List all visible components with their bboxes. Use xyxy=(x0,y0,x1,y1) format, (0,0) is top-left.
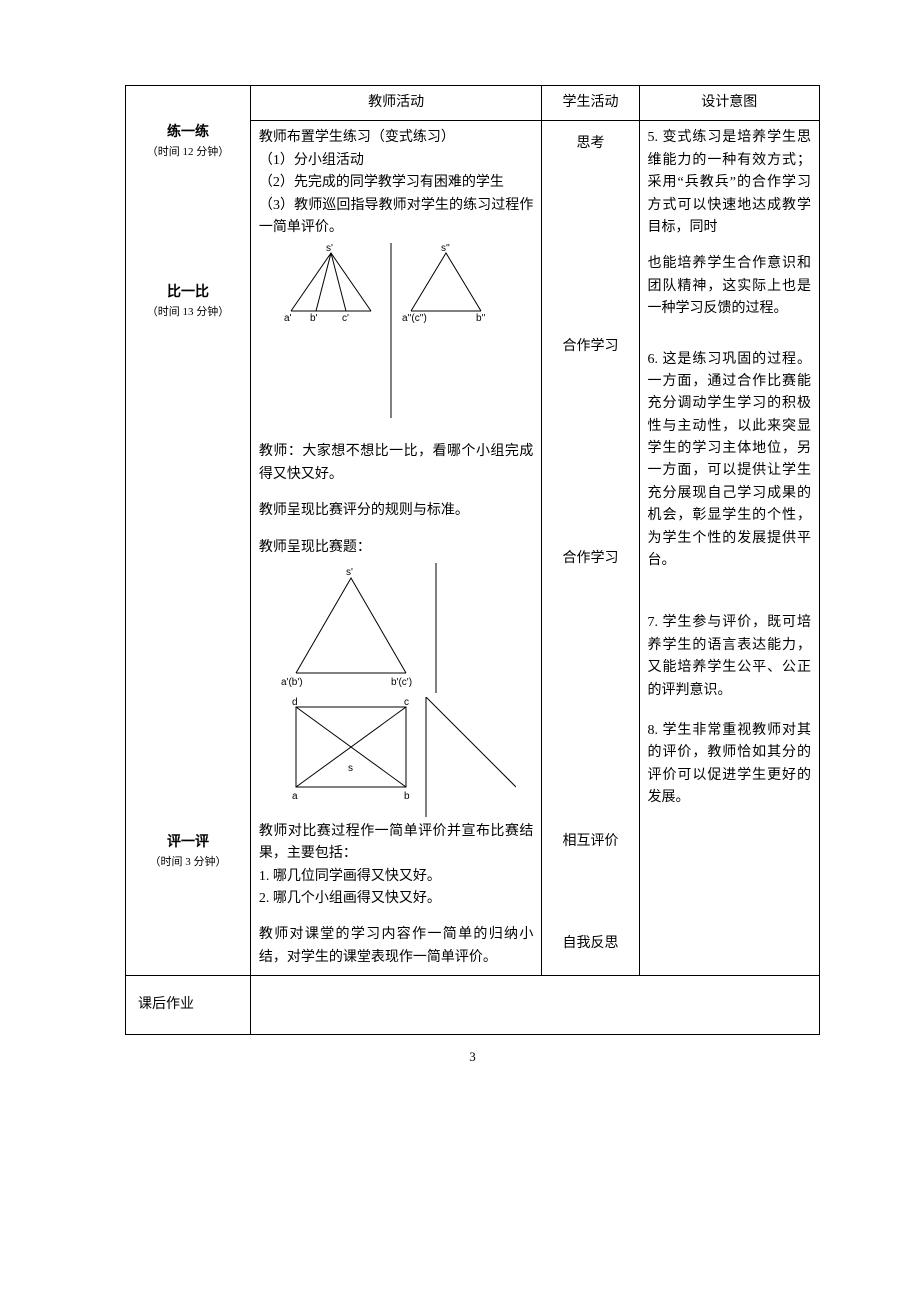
intent-text: 6. 这是练习巩固的过程。一方面，通过合作比赛能充分调动学生学习的积极性与主动性… xyxy=(648,349,811,573)
svg-text:b: b xyxy=(404,791,410,802)
teacher-text: 教师呈现比赛评分的规则与标准。 xyxy=(259,500,533,522)
student-text: 合作学习 xyxy=(550,336,630,358)
stage-cell: 练一练 （时间 12 分钟） 比一比 （时间 13 分钟） 评一评 （时间 3 … xyxy=(126,86,251,976)
teacher-text: （1）分小组活动 xyxy=(259,150,533,172)
svg-text:s': s' xyxy=(326,243,333,254)
svg-text:a'(b'): a'(b') xyxy=(281,677,303,688)
teacher-text: 1. 哪几位同学画得又快又好。 xyxy=(259,866,533,888)
teacher-text: 2. 哪几个小组画得又快又好。 xyxy=(259,888,533,910)
student-text: 自我反思 xyxy=(550,933,630,955)
svg-text:a''(c''): a''(c'') xyxy=(402,313,427,324)
homework-row: 课后作业 xyxy=(126,976,820,1035)
teacher-text: （3）教师巡回指导教师对学生的练习过程作一简单评价。 xyxy=(259,195,533,240)
stage-evaluate-label: 评一评 xyxy=(134,832,242,854)
teacher-activity-cell: 教师布置学生练习（变式练习） （1）分小组活动 （2）先完成的同学教学习有困难的… xyxy=(250,121,541,976)
student-activity-cell: 思考 合作学习 合作学习 相互评价 自我反思 xyxy=(542,121,639,976)
svg-text:b'': b'' xyxy=(476,313,485,324)
svg-text:s: s xyxy=(348,763,353,774)
homework-label: 课后作业 xyxy=(126,976,251,1035)
svg-text:c': c' xyxy=(342,313,349,324)
student-text: 相互评价 xyxy=(550,831,630,853)
intent-text: 也能培养学生合作意识和团队精神，这实际上也是一种学习反馈的过程。 xyxy=(648,253,811,320)
diagram-2: s' a'(b') b'(c') xyxy=(259,563,533,693)
svg-text:s': s' xyxy=(346,567,353,578)
header-student: 学生活动 xyxy=(542,86,639,121)
svg-text:a': a' xyxy=(284,313,292,324)
intent-text: 7. 学生参与评价，既可培养学生的语言表达能力，又能培养学生公平、公正的评判意识… xyxy=(648,612,811,702)
svg-text:a: a xyxy=(292,791,298,802)
page-number: 3 xyxy=(125,1049,820,1065)
table-header-row: 练一练 （时间 12 分钟） 比一比 （时间 13 分钟） 评一评 （时间 3 … xyxy=(126,86,820,121)
teacher-text: 教师布置学生练习（变式练习） xyxy=(259,127,533,149)
svg-text:d: d xyxy=(292,697,298,708)
svg-text:c: c xyxy=(404,697,409,708)
lesson-plan-table: 练一练 （时间 12 分钟） 比一比 （时间 13 分钟） 评一评 （时间 3 … xyxy=(125,85,820,1035)
teacher-text: 教师对课堂的学习内容作一简单的归纳小结，对学生的课堂表现作一简单评价。 xyxy=(259,924,533,969)
intent-text: 8. 学生非常重视教师对其的评价，教师恰如其分的评价可以促进学生更好的发展。 xyxy=(648,720,811,810)
homework-content xyxy=(250,976,819,1035)
stage-compare-label: 比一比 xyxy=(134,282,242,304)
stage-evaluate-time: （时间 3 分钟） xyxy=(134,854,242,872)
teacher-text: 教师呈现比赛题： xyxy=(259,537,533,559)
svg-text:s'': s'' xyxy=(441,243,450,254)
design-intent-cell: 5. 变式练习是培养学生思维能力的一种有效方式；采用“兵教兵”的合作学习方式可以… xyxy=(639,121,819,976)
diagram-3: d c a b s xyxy=(259,697,533,817)
header-intent: 设计意图 xyxy=(639,86,819,121)
teacher-text: 教师对比赛过程作一简单评价并宣布比赛结果，主要包括： xyxy=(259,821,533,866)
student-text: 合作学习 xyxy=(550,548,630,570)
intent-text: 5. 变式练习是培养学生思维能力的一种有效方式；采用“兵教兵”的合作学习方式可以… xyxy=(648,127,811,239)
teacher-text: （2）先完成的同学教学习有困难的学生 xyxy=(259,172,533,194)
teacher-text: 教师：大家想不想比一比，看哪个小组完成得又快又好。 xyxy=(259,441,533,486)
svg-text:b': b' xyxy=(310,313,318,324)
stage-practice-time: （时间 12 分钟） xyxy=(134,144,242,162)
stage-compare-time: （时间 13 分钟） xyxy=(134,304,242,322)
student-text: 思考 xyxy=(550,133,630,155)
diagram-1: s' s'' a' b' c' a''(c'') b'' xyxy=(259,243,533,423)
header-teacher: 教师活动 xyxy=(250,86,541,121)
stage-practice-label: 练一练 xyxy=(134,122,242,144)
svg-text:b'(c'): b'(c') xyxy=(391,677,412,688)
